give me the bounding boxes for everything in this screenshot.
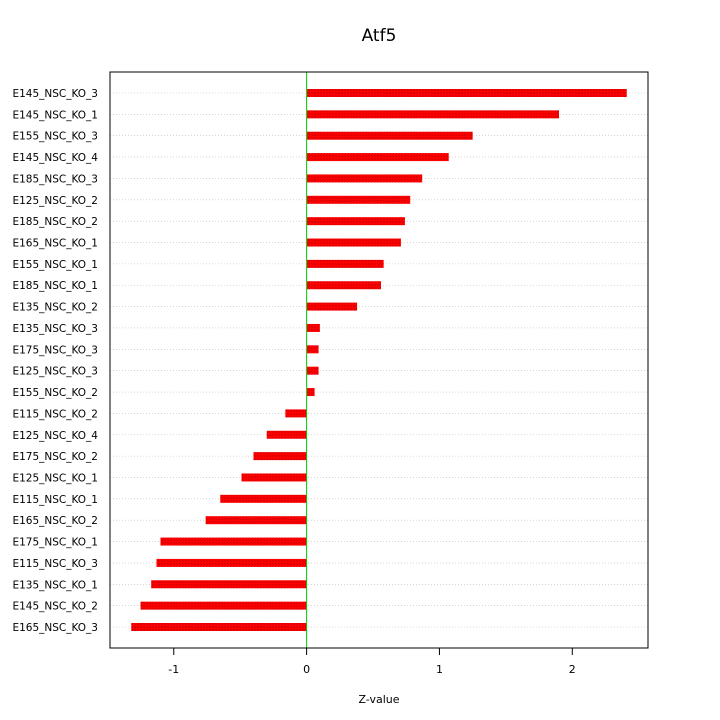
- category-label: E185_NSC_KO_1: [12, 280, 98, 292]
- category-label: E125_NSC_KO_1: [12, 472, 98, 484]
- bar: [306, 323, 320, 332]
- bar: [306, 153, 449, 162]
- category-label: E135_NSC_KO_3: [12, 323, 98, 335]
- bar: [285, 409, 307, 418]
- category-label: E155_NSC_KO_1: [12, 259, 98, 271]
- category-label: E125_NSC_KO_2: [12, 195, 98, 207]
- category-label: E135_NSC_KO_1: [12, 579, 98, 591]
- category-label: E115_NSC_KO_1: [12, 494, 98, 506]
- category-label: E165_NSC_KO_2: [12, 515, 98, 527]
- category-label: E145_NSC_KO_4: [12, 152, 98, 164]
- category-label: E135_NSC_KO_2: [12, 302, 98, 314]
- category-label: E175_NSC_KO_1: [12, 537, 98, 549]
- category-labels: E145_NSC_KO_3 E145_NSC_KO_1 E155_NSC_KO_3 E…: [12, 88, 98, 634]
- category-label: E145_NSC_KO_3: [12, 88, 98, 100]
- bar: [306, 238, 401, 247]
- bar: [306, 174, 423, 183]
- bars: [131, 89, 627, 631]
- bar: [306, 388, 315, 397]
- category-label: E155_NSC_KO_3: [12, 131, 98, 143]
- category-label: E155_NSC_KO_2: [12, 387, 98, 399]
- bar: [205, 516, 307, 525]
- category-label: E125_NSC_KO_4: [12, 430, 98, 442]
- bar: [253, 452, 307, 461]
- chart-title: Atf5: [362, 26, 397, 46]
- bar: [220, 494, 307, 503]
- category-label: E175_NSC_KO_2: [12, 451, 98, 463]
- bar: [306, 131, 473, 140]
- category-label: E165_NSC_KO_3: [12, 622, 98, 634]
- bar: [241, 473, 307, 482]
- category-label: E115_NSC_KO_2: [12, 408, 98, 420]
- bar: [306, 217, 405, 226]
- x-axis: -1 0 1 2: [168, 647, 576, 676]
- x-tick-label: 0: [303, 663, 310, 676]
- category-label: E185_NSC_KO_2: [12, 216, 98, 228]
- bar: [306, 195, 411, 204]
- bar: [156, 558, 307, 567]
- x-tick-label: -1: [168, 663, 179, 676]
- category-label: E125_NSC_KO_3: [12, 366, 98, 378]
- x-tick-label: 1: [436, 663, 443, 676]
- category-label: E165_NSC_KO_1: [12, 238, 98, 250]
- bar: [306, 345, 319, 354]
- bar: [306, 302, 358, 311]
- bar: [306, 281, 381, 290]
- category-label: E145_NSC_KO_1: [12, 109, 98, 121]
- bar: [151, 580, 307, 589]
- category-label: E185_NSC_KO_3: [12, 173, 98, 185]
- category-label: E175_NSC_KO_3: [12, 344, 98, 356]
- category-label: E145_NSC_KO_2: [12, 601, 98, 613]
- x-tick-label: 2: [569, 663, 576, 676]
- bar: [306, 366, 319, 375]
- bar: [266, 430, 307, 439]
- bar: [131, 623, 307, 631]
- grid-lines: [110, 92, 648, 628]
- bar: [306, 259, 384, 268]
- bar: [160, 537, 307, 546]
- category-label: E115_NSC_KO_3: [12, 558, 98, 570]
- bar: [306, 110, 559, 119]
- bar: [306, 89, 627, 97]
- bar: [140, 601, 307, 610]
- x-axis-label: Z-value: [358, 693, 399, 706]
